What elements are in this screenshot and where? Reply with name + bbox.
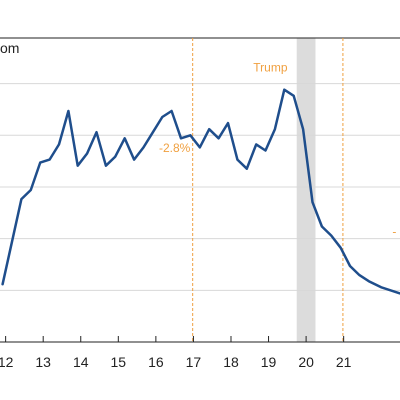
annotation-label: Trump bbox=[253, 60, 288, 74]
recession-shade bbox=[296, 38, 316, 342]
x-tick-label: 12 bbox=[0, 354, 14, 370]
annotation-label: -2.8% bbox=[159, 141, 191, 155]
x-tick-label: 18 bbox=[223, 354, 239, 370]
event-lines-layer bbox=[192, 38, 344, 342]
series-layer bbox=[1, 88, 400, 295]
recession-shading-layer bbox=[296, 38, 316, 342]
x-tick-label: 14 bbox=[73, 354, 89, 370]
series-line bbox=[1, 88, 400, 295]
x-tick-label: 20 bbox=[298, 354, 314, 370]
chart-title-fragment: om bbox=[0, 40, 19, 56]
x-tick-label: 13 bbox=[35, 354, 51, 370]
x-tick-label: 16 bbox=[148, 354, 164, 370]
x-tick-label: 15 bbox=[111, 354, 127, 370]
x-tick-label: 21 bbox=[336, 354, 352, 370]
annotation-label: - bbox=[392, 225, 396, 239]
x-axis-layer: 12 13 14 15 16 17 18 19 20 21 bbox=[0, 336, 400, 370]
x-tick-label: 17 bbox=[186, 354, 202, 370]
annotation-layer: Trump -2.8% - bbox=[159, 60, 396, 238]
x-tick-label: 19 bbox=[261, 354, 277, 370]
grid-layer bbox=[0, 37, 400, 343]
